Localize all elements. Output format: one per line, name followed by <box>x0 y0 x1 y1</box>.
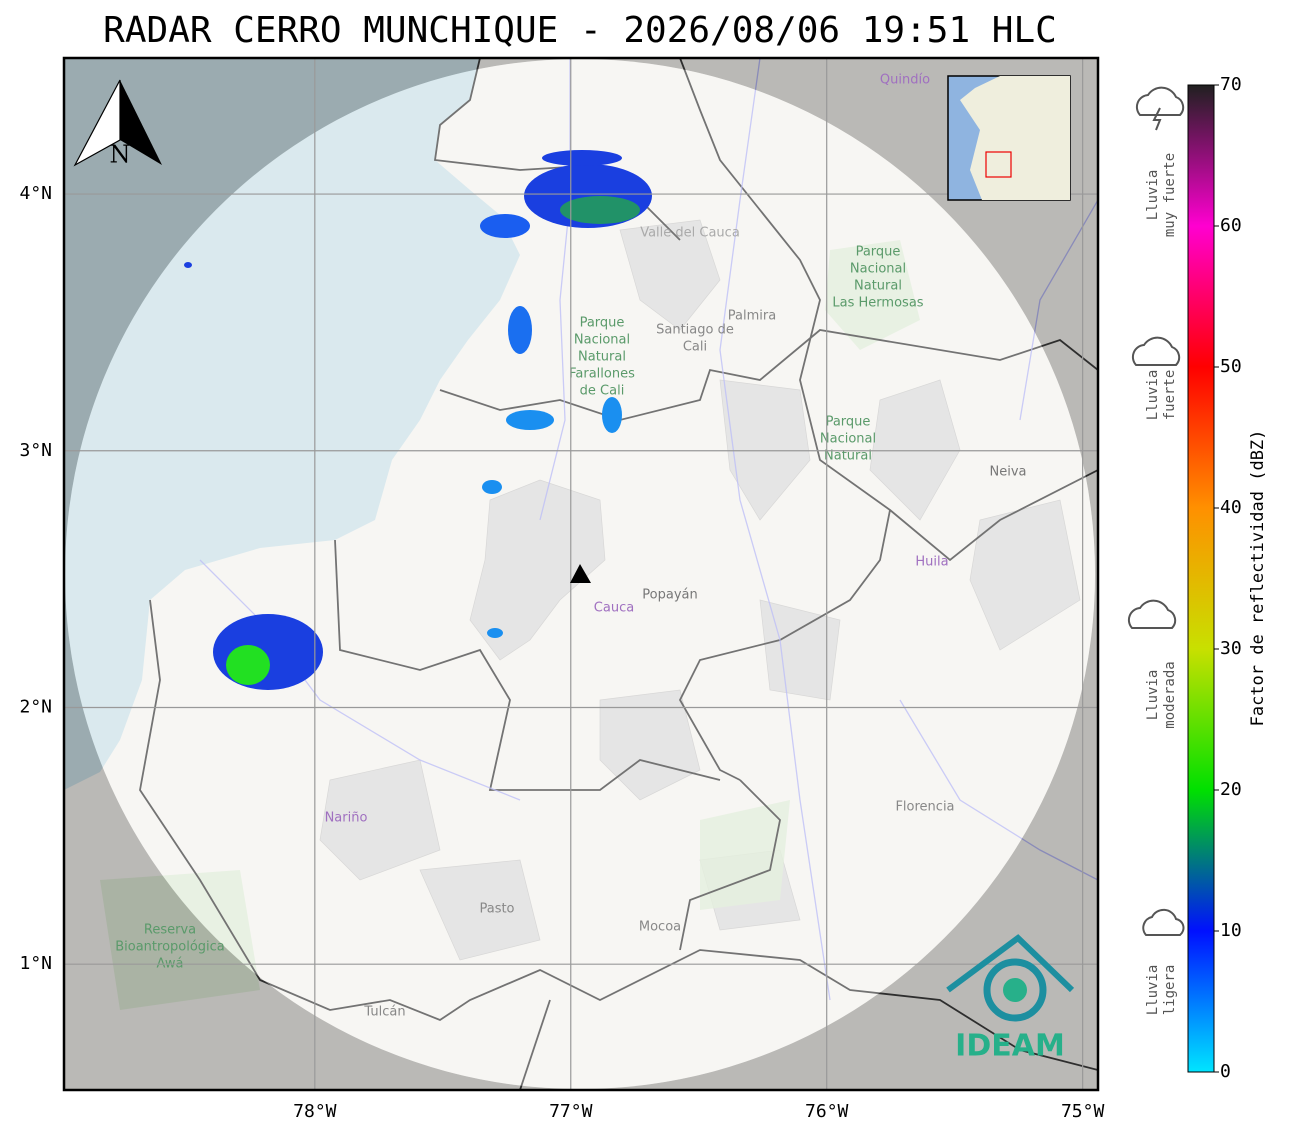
place-label: Pasto <box>479 902 514 917</box>
place-label: Parque <box>580 316 625 331</box>
borders <box>139 58 1098 1090</box>
rain-class-label: Lluvia <box>1145 670 1161 721</box>
x-tick-label: 75°W <box>1061 1101 1105 1122</box>
colorbar-tick-label: 40 <box>1220 497 1242 518</box>
inset-extent <box>985 151 1012 178</box>
colorbar-tick-label: 30 <box>1220 638 1242 659</box>
echo <box>480 214 530 238</box>
place-label: Nacional <box>850 262 906 277</box>
place-label: Huila <box>915 555 948 570</box>
y-tick-label: 3°N <box>19 440 52 461</box>
inset-land <box>960 76 1070 200</box>
echo <box>602 397 622 433</box>
place-label: Santiago de <box>656 323 734 338</box>
place-label: Quindío <box>880 73 930 88</box>
place-label: Cali <box>683 340 707 355</box>
echo <box>506 410 554 430</box>
title: RADAR CERRO MUNCHIQUE - 2026/08/06 19:51… <box>103 10 1057 51</box>
colorbar <box>1187 84 1215 1073</box>
cloud-icon <box>1131 336 1181 366</box>
logo-eye <box>1003 978 1027 1002</box>
cloud-icon <box>1142 908 1185 936</box>
place-label: Valle del Cauca <box>640 226 740 241</box>
compass-black <box>120 80 162 165</box>
rain-class-label: ligera <box>1162 965 1178 1016</box>
rain-class-label: muy fuerte <box>1162 153 1178 237</box>
map-frame <box>62 56 1100 1092</box>
place-label: Neiva <box>990 465 1027 480</box>
grid <box>64 58 1098 1090</box>
place-label: Florencia <box>895 800 954 815</box>
place-label: Reserva <box>144 923 196 938</box>
compass: N <box>73 79 162 169</box>
cloud-icon <box>1135 86 1185 116</box>
echo <box>482 480 502 494</box>
place-labels: Quindío Valle del Cauca Parque Nacional Natu… <box>115 73 1026 1020</box>
rain-class-label: fuerte <box>1162 370 1178 421</box>
colorbar-tick-label: 20 <box>1220 779 1242 800</box>
colorbar-tick-label: 60 <box>1220 215 1242 236</box>
place-label: Parque <box>856 245 901 260</box>
place-label: Nariño <box>325 811 368 826</box>
compass-label: N <box>110 141 131 169</box>
map: Quindío Valle del Cauca Parque Nacional Natu… <box>64 58 1098 1090</box>
colorbar-label: Factor de reflectividad (dBZ) <box>1248 430 1268 727</box>
radar-site <box>570 564 591 583</box>
colorbar-tick-label: 0 <box>1220 1061 1231 1082</box>
logo: IDEAM <box>946 934 1075 1064</box>
rain-icons <box>1127 86 1185 936</box>
place-label: Palmira <box>728 309 776 324</box>
echo <box>213 614 323 690</box>
logo-roof <box>946 934 1075 993</box>
inset-map <box>947 75 1071 201</box>
place-label: Bioantropológica <box>115 940 225 955</box>
x-tick-label: 77°W <box>549 1101 593 1122</box>
colorbar-tick-label: 10 <box>1220 920 1242 941</box>
bolt-icon <box>1152 107 1162 131</box>
rain-class-label: Lluvia <box>1145 965 1161 1016</box>
echo <box>542 150 622 166</box>
place-label: Nacional <box>574 333 630 348</box>
echo <box>226 645 270 685</box>
rain-class-label: Lluvia <box>1145 170 1161 221</box>
sea <box>64 58 520 790</box>
y-tick-label: 4°N <box>19 183 52 204</box>
place-label: Mocoa <box>639 920 681 935</box>
place-label: Natural <box>824 449 872 464</box>
logo-eye <box>983 958 1047 1022</box>
logo-text: IDEAM <box>955 1029 1065 1064</box>
place-label: Parque <box>826 415 871 430</box>
colorbar-ticks: 0 10 20 30 40 50 60 70 <box>1214 74 1242 1082</box>
rain-class-label: Lluvia <box>1145 370 1161 421</box>
echo <box>560 196 640 224</box>
place-label: Tulcán <box>363 1005 405 1020</box>
relief <box>319 219 1081 961</box>
place-label: Farallones <box>569 367 635 382</box>
place-label: Popayán <box>642 588 697 603</box>
y-tick-label: 1°N <box>19 953 52 974</box>
x-tick-label: 76°W <box>805 1101 849 1122</box>
echo <box>508 306 532 354</box>
x-tick-label: 78°W <box>293 1101 337 1122</box>
axes: 78°W 77°W 76°W 75°W 1°N 2°N 3°N 4°N <box>19 183 1104 1122</box>
parks <box>100 240 920 1010</box>
place-label: Natural <box>854 279 902 294</box>
colorbar-tick-label: 50 <box>1220 356 1242 377</box>
place-label: Las Hermosas <box>832 296 923 311</box>
place-label: Nacional <box>820 432 876 447</box>
place-label: de Cali <box>580 384 625 399</box>
echo <box>487 628 503 638</box>
place-label: Cauca <box>594 601 634 616</box>
y-tick-label: 2°N <box>19 696 52 717</box>
echo <box>184 262 192 268</box>
colorbar-tick-label: 70 <box>1220 74 1242 95</box>
cloud-icon <box>1127 599 1177 629</box>
echoes <box>184 150 652 690</box>
place-label: Natural <box>578 350 626 365</box>
rain-class-label: moderada <box>1162 661 1178 728</box>
